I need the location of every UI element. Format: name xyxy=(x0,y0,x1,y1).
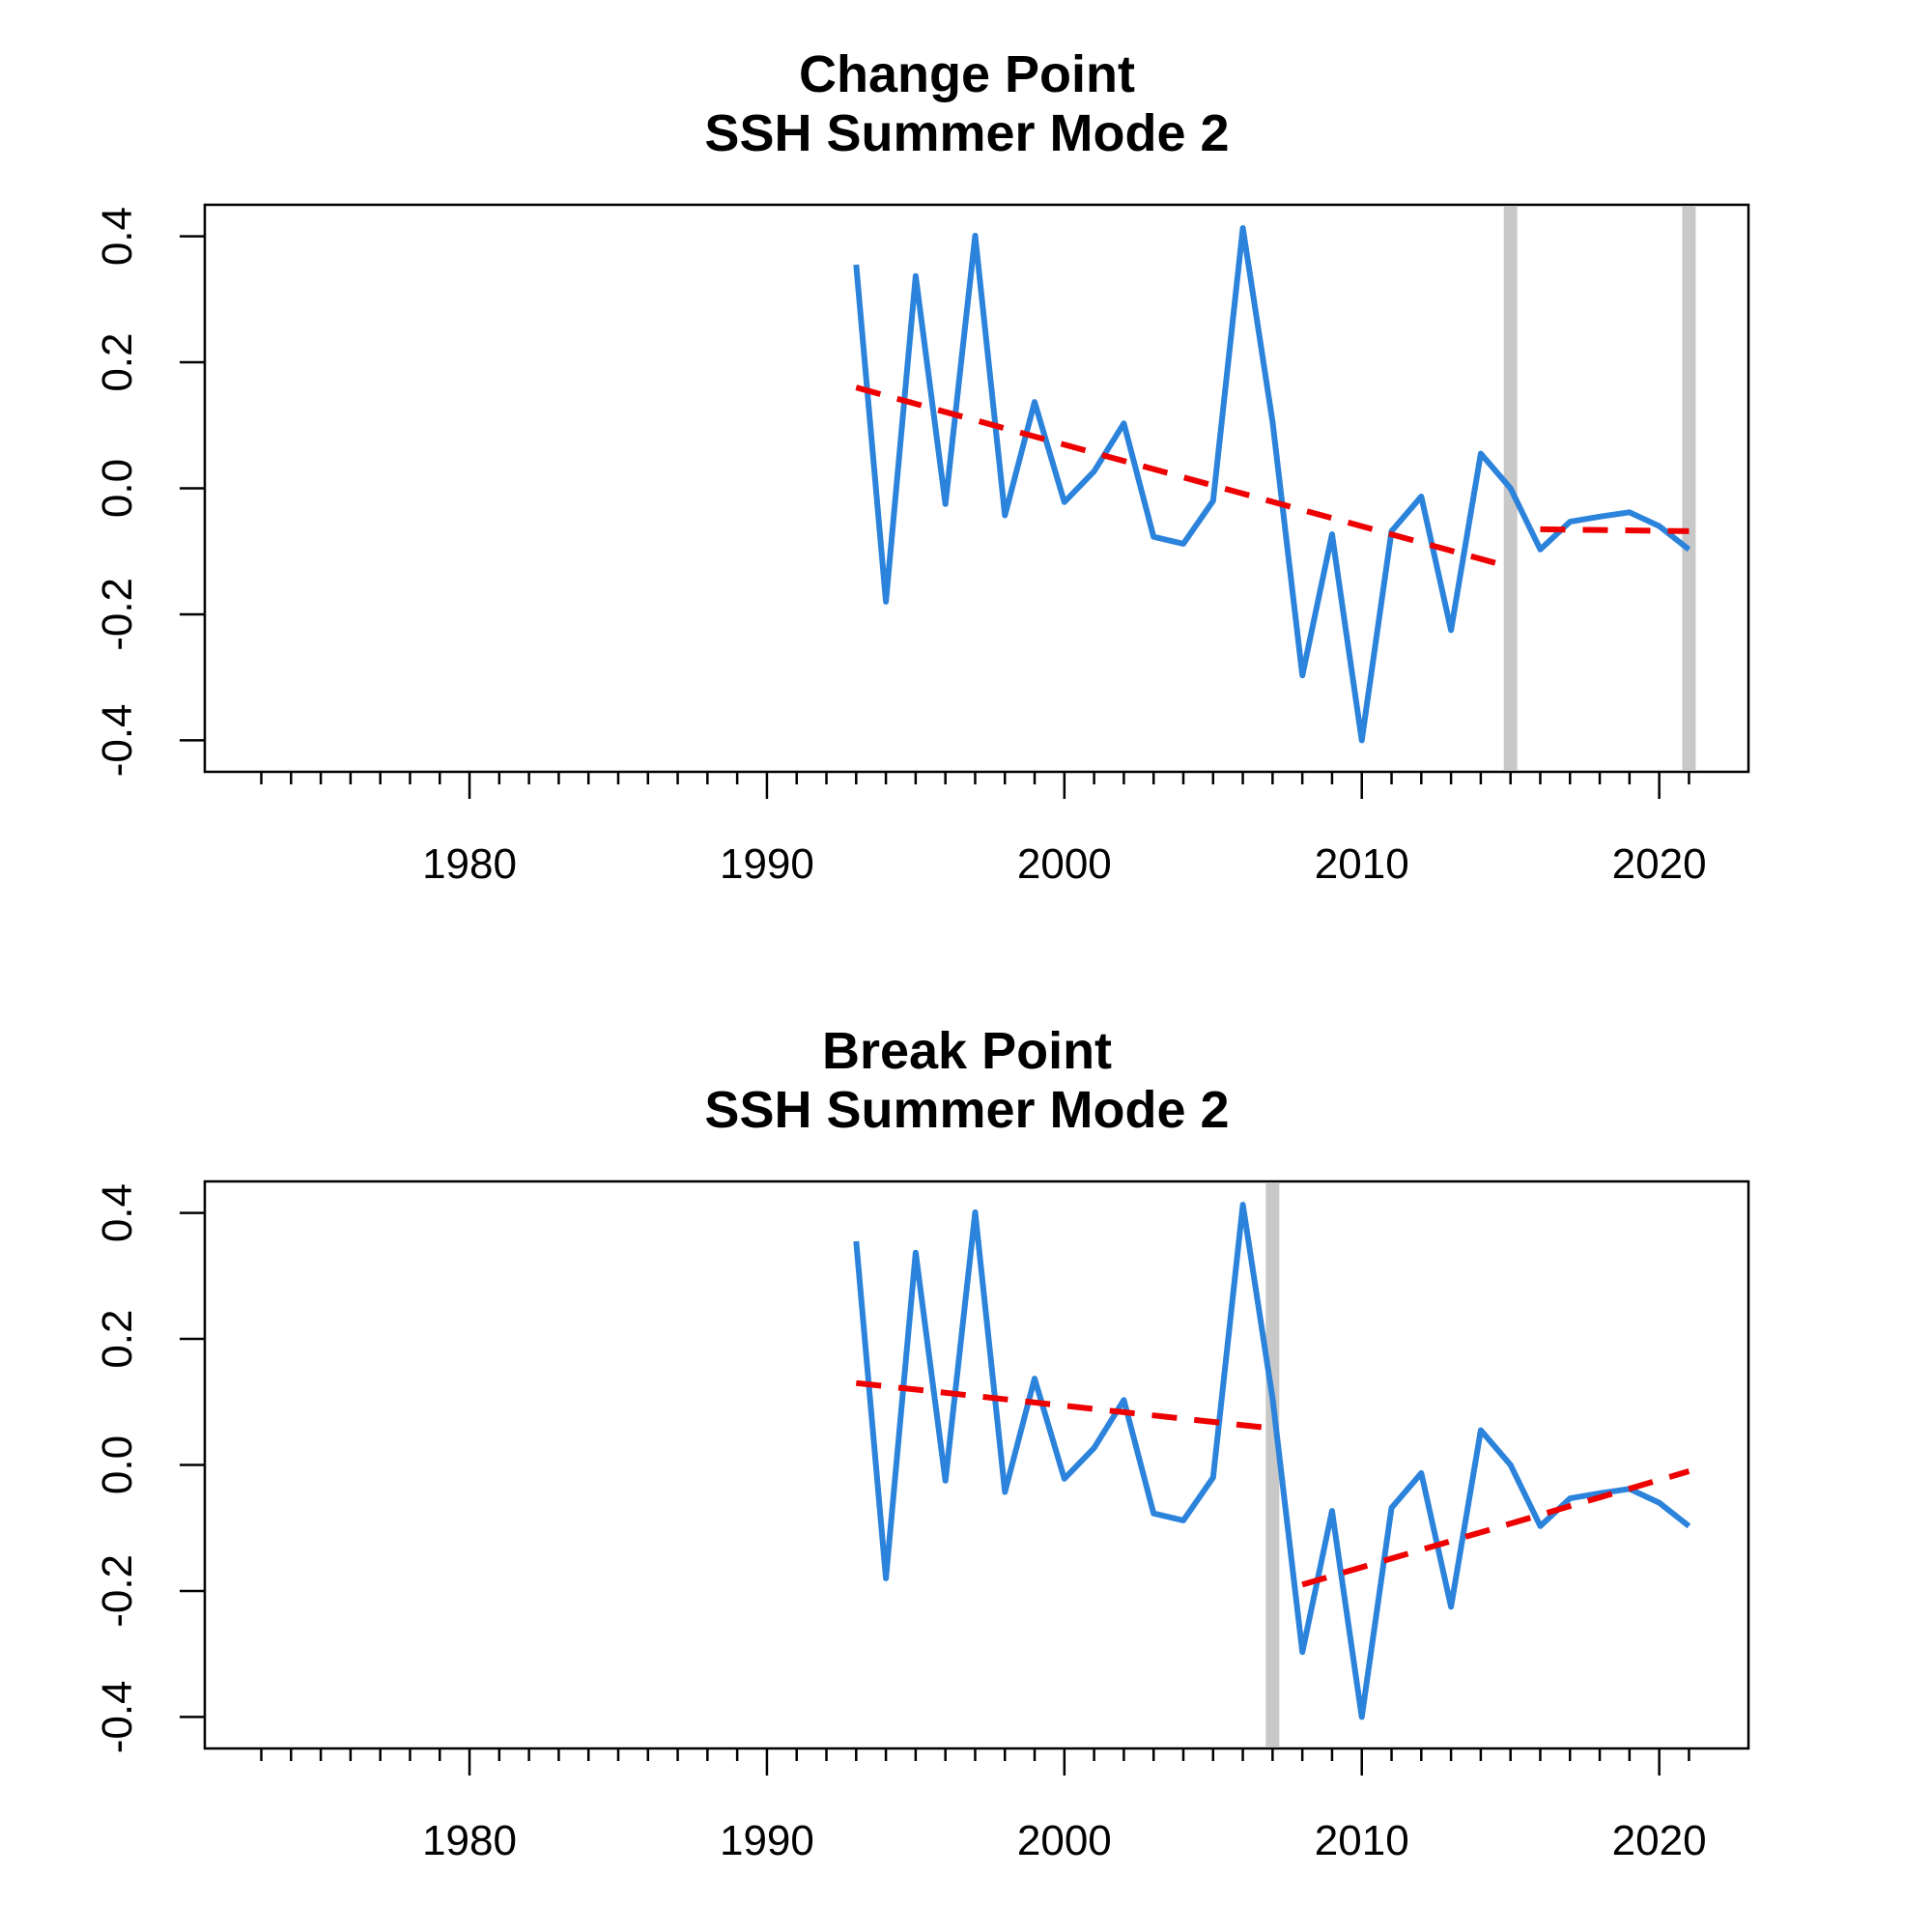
trend-segment xyxy=(855,1379,1273,1432)
x-tick-label: 2020 xyxy=(1612,1817,1707,1864)
y-tick-label: 0.0 xyxy=(94,459,141,518)
x-tick-label: 1980 xyxy=(422,1817,517,1864)
x-tick-label: 1990 xyxy=(720,1817,814,1864)
y-tick-label: 0.4 xyxy=(94,207,141,266)
plot-frame xyxy=(203,1179,1750,1750)
x-tick-label: 2010 xyxy=(1315,840,1409,888)
y-tick-label: 0.4 xyxy=(94,1183,141,1242)
plot-frame xyxy=(203,203,1750,774)
break-point-panel: Break Point SSH Summer Mode 2 1980 1990 20… xyxy=(94,1022,1750,1864)
x-tick-label: 2020 xyxy=(1612,840,1707,888)
change-point-panel: Change Point SSH Summer Mode 2 1980 1990 2… xyxy=(94,45,1750,888)
x-tick-label: 2000 xyxy=(1017,840,1112,888)
y-tick-label: -0.4 xyxy=(94,1680,141,1753)
y-tick-label: -0.2 xyxy=(94,578,141,651)
x-tick-label: 1990 xyxy=(720,840,814,888)
x-tick-label: 2000 xyxy=(1017,1817,1112,1864)
chart-title-line-2: SSH Summer Mode 2 xyxy=(704,104,1229,162)
trend-segment xyxy=(1540,526,1690,534)
chart-title-line-2: SSH Summer Mode 2 xyxy=(704,1081,1229,1139)
y-tick-label: 0.0 xyxy=(94,1435,141,1494)
chart-title-line-1: Break Point xyxy=(822,1022,1112,1080)
data-series-line xyxy=(853,225,1691,744)
x-tick-label: 1980 xyxy=(422,840,517,888)
y-tick-label: -0.2 xyxy=(94,1554,141,1628)
x-tick-label: 2010 xyxy=(1315,1817,1409,1864)
y-tick-label: -0.4 xyxy=(94,703,141,777)
y-tick-label: 0.2 xyxy=(94,333,141,392)
y-tick-label: 0.2 xyxy=(94,1310,141,1369)
trend-segment xyxy=(1301,1468,1690,1588)
trend-segment xyxy=(855,384,1512,570)
chart-title-line-1: Change Point xyxy=(799,45,1135,103)
